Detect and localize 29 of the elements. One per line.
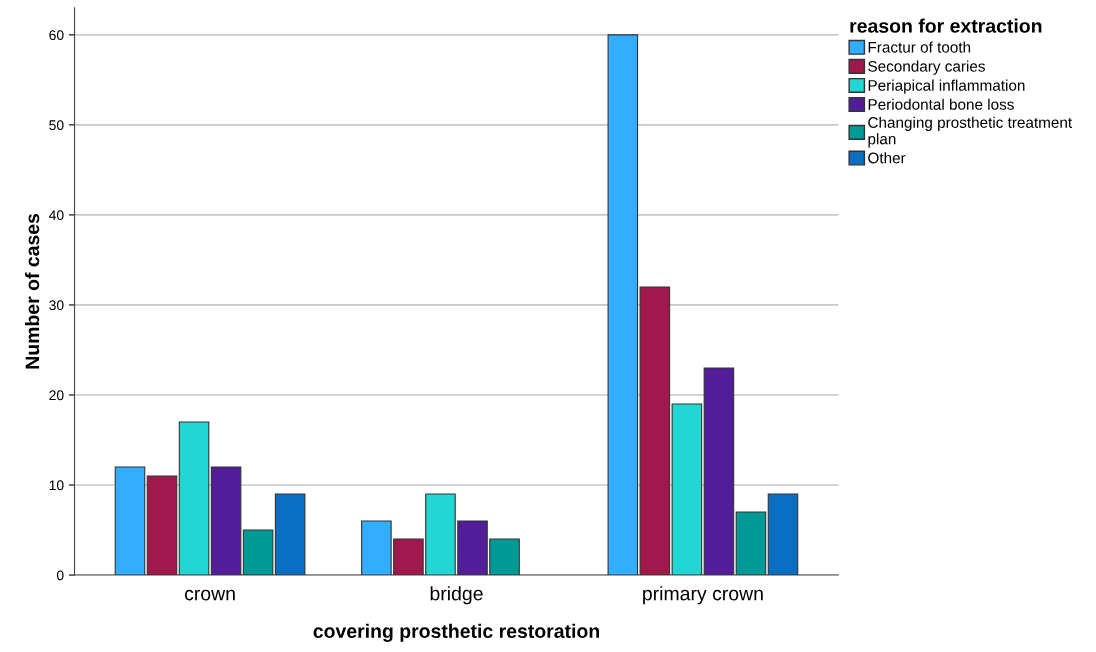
legend-label: Secondary caries [868, 60, 985, 75]
x-axis-title: covering prosthetic restoration [313, 623, 599, 642]
bar [767, 493, 799, 576]
bar [274, 493, 306, 576]
bar [735, 511, 767, 576]
y-tick-label: 10 [49, 480, 64, 491]
x-tick-label: crown [184, 589, 235, 601]
legend-title: reason for extraction [850, 18, 1042, 33]
legend-label: Periodontal bone loss [868, 98, 1014, 110]
bar [703, 367, 735, 576]
bar [242, 529, 274, 576]
bar [114, 466, 146, 576]
y-tick-label: 40 [48, 210, 64, 221]
legend-label: Fractur of tooth [868, 41, 971, 53]
y-tick-label: 0 [56, 570, 64, 581]
x-tick-label: bridge [430, 586, 483, 605]
y-axis-title: Number of cases [24, 213, 40, 369]
y-tick-label: 60 [49, 30, 64, 40]
x-tick-label: primary crown [643, 586, 763, 605]
bar [178, 421, 210, 576]
y-tick-label: 30 [49, 300, 64, 311]
bar [146, 475, 178, 576]
y-tick-label: 50 [49, 120, 64, 131]
legend-label: Changing prosthetic treatment plan [868, 116, 1073, 148]
y-tick-label: 20 [49, 390, 64, 401]
bar [671, 403, 703, 576]
bar [210, 466, 242, 576]
legend-label: Other [868, 152, 906, 164]
legend-label: Periapical inflammation [868, 79, 1025, 94]
